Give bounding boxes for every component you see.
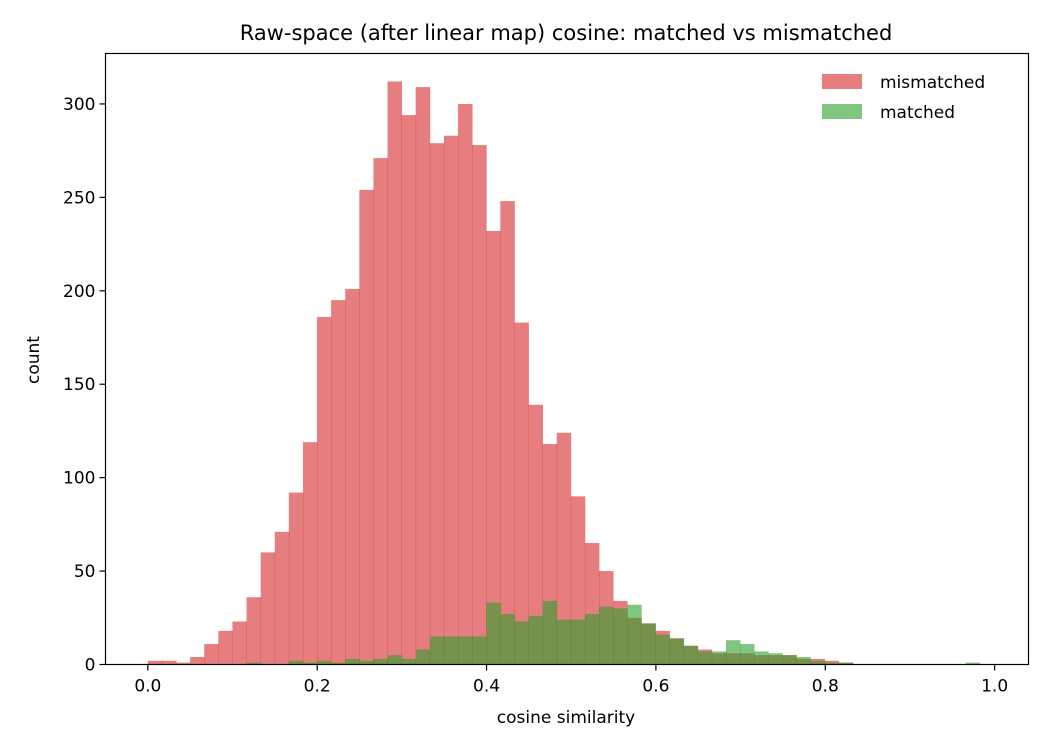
mismatched-bar [288, 492, 304, 665]
mismatched-bar [260, 552, 276, 665]
mismatched-bar [500, 201, 515, 665]
mismatched-bar [161, 660, 177, 665]
x-axis-ticks: 0.0 0.2 0.4 0.6 0.8 1.0 [134, 664, 1008, 697]
legend-swatch-matched [822, 104, 862, 119]
mismatched-bar [345, 288, 360, 665]
plot-area [147, 81, 981, 665]
y-tick-label: 250 [63, 188, 95, 208]
mismatched-bar [204, 643, 219, 665]
mismatched-bar [317, 316, 332, 665]
mismatched-bar [218, 630, 233, 665]
x-tick-label: 0.6 [642, 677, 669, 697]
y-tick-label: 200 [63, 282, 95, 302]
matched-bar [711, 651, 727, 665]
matched-bar [613, 608, 628, 665]
matched-bar [965, 662, 981, 665]
mismatched-bar [472, 145, 487, 665]
matched-bar [655, 634, 670, 665]
matched-bar [429, 636, 445, 665]
mismatched-bar [486, 231, 501, 665]
matched-bar [584, 614, 600, 665]
y-tick-label: 100 [63, 469, 95, 489]
matched-bar [359, 660, 374, 665]
matched-bar [669, 638, 685, 665]
matched-bar [486, 602, 501, 665]
matched-bar [373, 658, 388, 665]
y-tick-label: 0 [85, 656, 96, 676]
matched-bar [782, 655, 797, 665]
chart-title: Raw-space (after linear map) cosine: mat… [240, 21, 893, 45]
matched-bar [331, 662, 346, 665]
matched-bar [415, 649, 431, 665]
mismatched-bar [246, 597, 262, 665]
matched-bar [288, 660, 304, 665]
mismatched-bar [359, 189, 374, 665]
matched-bar [627, 604, 642, 665]
mismatched-bar [147, 660, 163, 665]
mismatched-bar [331, 300, 346, 665]
matched-bar [599, 606, 614, 665]
mismatched-bar [514, 322, 529, 665]
matched-bar [810, 660, 825, 665]
matched-bar [570, 619, 586, 665]
x-tick-label: 0.0 [134, 677, 161, 697]
mismatched-bar [401, 115, 417, 665]
matched-bar [739, 643, 755, 665]
matched-bar [246, 662, 262, 665]
mismatched-bar [443, 135, 459, 665]
matched-bar [458, 636, 473, 665]
mismatched-bar [528, 404, 544, 665]
matched-bar [683, 645, 699, 665]
matched-bar [824, 662, 840, 665]
x-tick-label: 0.8 [812, 677, 839, 697]
legend-swatch-mismatched [822, 74, 862, 89]
matched-bar [317, 660, 332, 665]
mismatched-bar [232, 621, 247, 665]
matched-bar [556, 619, 572, 665]
mismatched-bar [387, 81, 403, 665]
matched-bar [345, 658, 360, 665]
matched-bar [768, 653, 783, 665]
mismatched-bar [190, 657, 205, 665]
y-tick-label: 300 [63, 95, 95, 115]
matched-bar [542, 600, 558, 665]
x-tick-label: 1.0 [981, 677, 1008, 697]
mismatched-bar [373, 158, 388, 665]
x-axis-label: cosine similarity [497, 708, 635, 728]
mismatched-bar [429, 143, 445, 665]
mismatched-bar [274, 531, 290, 665]
mismatched-bar [302, 442, 318, 665]
y-axis-ticks: 0 50 100 150 200 250 300 [63, 95, 106, 676]
y-axis-label: count [24, 336, 44, 384]
y-tick-label: 150 [63, 375, 95, 395]
x-tick-label: 0.2 [304, 677, 331, 697]
matched-bar [697, 651, 713, 665]
series-matched [246, 600, 981, 665]
matched-bar [302, 662, 318, 665]
matched-bar [514, 621, 529, 665]
legend: mismatched matched [822, 73, 985, 123]
matched-bar [725, 640, 741, 665]
matched-bar [838, 662, 854, 665]
matched-bar [796, 657, 811, 665]
matched-bar [443, 636, 459, 665]
mismatched-bar [556, 432, 572, 665]
series-mismatched [147, 81, 854, 665]
mismatched-bar [458, 103, 473, 665]
y-tick-label: 50 [74, 562, 96, 582]
matched-bar [472, 636, 487, 665]
legend-label-matched: matched [880, 103, 955, 123]
x-tick-label: 0.4 [473, 677, 500, 697]
matched-bar [754, 651, 769, 665]
matched-bar [401, 658, 417, 665]
matched-bar [387, 655, 403, 665]
matched-bar [641, 623, 656, 665]
mismatched-bar [176, 662, 191, 665]
axes-frame [104, 52, 1030, 666]
matched-bar [528, 615, 544, 665]
matched-bar [500, 614, 515, 665]
legend-label-mismatched: mismatched [880, 73, 985, 93]
mismatched-bar [415, 87, 431, 665]
